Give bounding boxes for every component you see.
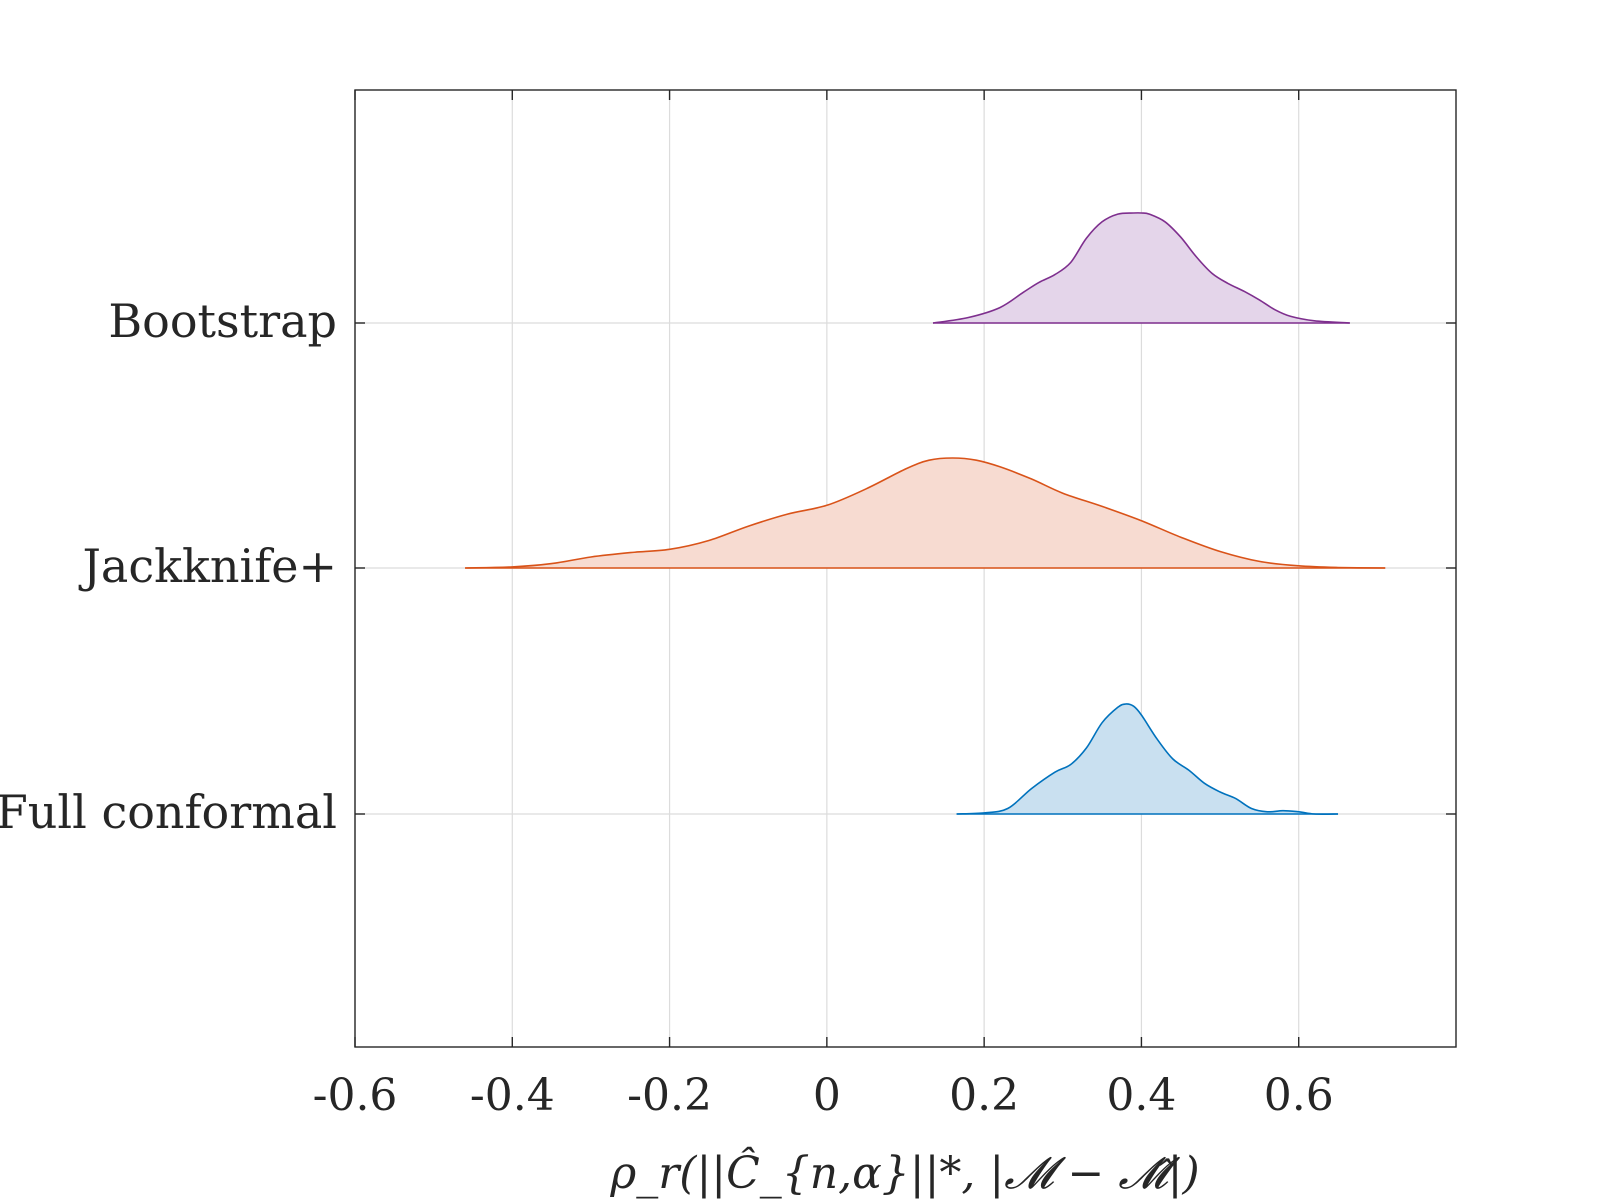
x-tick-label: 0 [813,1070,841,1121]
density-ridge-jackknife- [465,457,1386,569]
x-tick-label: -0.6 [313,1070,398,1121]
x-tick-label: -0.4 [470,1070,555,1121]
x-tick-label: 0.2 [949,1070,1019,1121]
x-tick-label: 0.4 [1106,1070,1176,1121]
density-fill [465,458,1386,568]
x-tick-label: -0.2 [627,1070,712,1121]
density-ridge-bootstrap [932,212,1350,324]
category-label: Full conformal [0,785,337,839]
x-axis-title: ρ_r(||Ĉ_{n,α}||*, |𝓜 − 𝓜̂|) [609,1146,1199,1199]
density-fill [956,703,1338,815]
category-label: Jackknife+ [78,539,337,593]
density-curve [932,212,1350,324]
density-curve [956,703,1339,815]
label-layer: -0.6 -0.4 -0.2 0 0.2 0.4 0.6 Bootstrap Jackknife… [0,294,1334,1121]
density-ridge-full-conformal [956,703,1339,815]
x-tick-label: 0.6 [1264,1070,1334,1121]
category-label: Bootstrap [108,294,337,348]
tick-layer [354,90,1456,1047]
series-layer [465,212,1386,815]
density-fill [933,212,1350,323]
density-curve [465,457,1386,569]
